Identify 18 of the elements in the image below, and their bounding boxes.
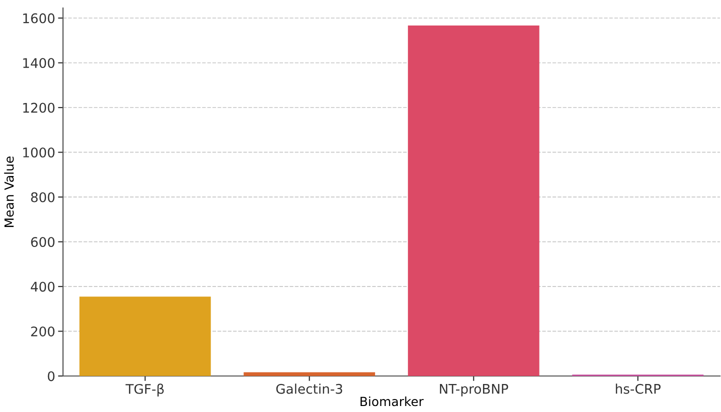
y-tick-label: 400 — [30, 282, 54, 292]
y-tick-label: 600 — [31, 236, 54, 247]
x-tick-label: NT-proBNP — [440, 384, 508, 396]
bar — [79, 296, 211, 376]
x-tick-label: Galectin-3 — [276, 384, 342, 394]
y-axis-title: Mean Value — [4, 156, 14, 227]
y-tick-label: 0 — [48, 371, 54, 382]
y-tick-label: 1400 — [23, 58, 54, 68]
y-tick-label: 1600 — [23, 13, 54, 24]
y-tick-label: 800 — [31, 192, 54, 202]
x-axis-title: Biomarker — [360, 396, 424, 406]
x-tick-label: TGF-β — [126, 384, 164, 396]
x-tick-label: hs-CRP — [616, 384, 661, 394]
bar — [244, 372, 376, 376]
y-tick-label: 200 — [31, 326, 54, 336]
y-tick-label: 1200 — [23, 102, 54, 113]
y-tick-label: 1000 — [23, 148, 54, 158]
bar — [408, 25, 540, 376]
